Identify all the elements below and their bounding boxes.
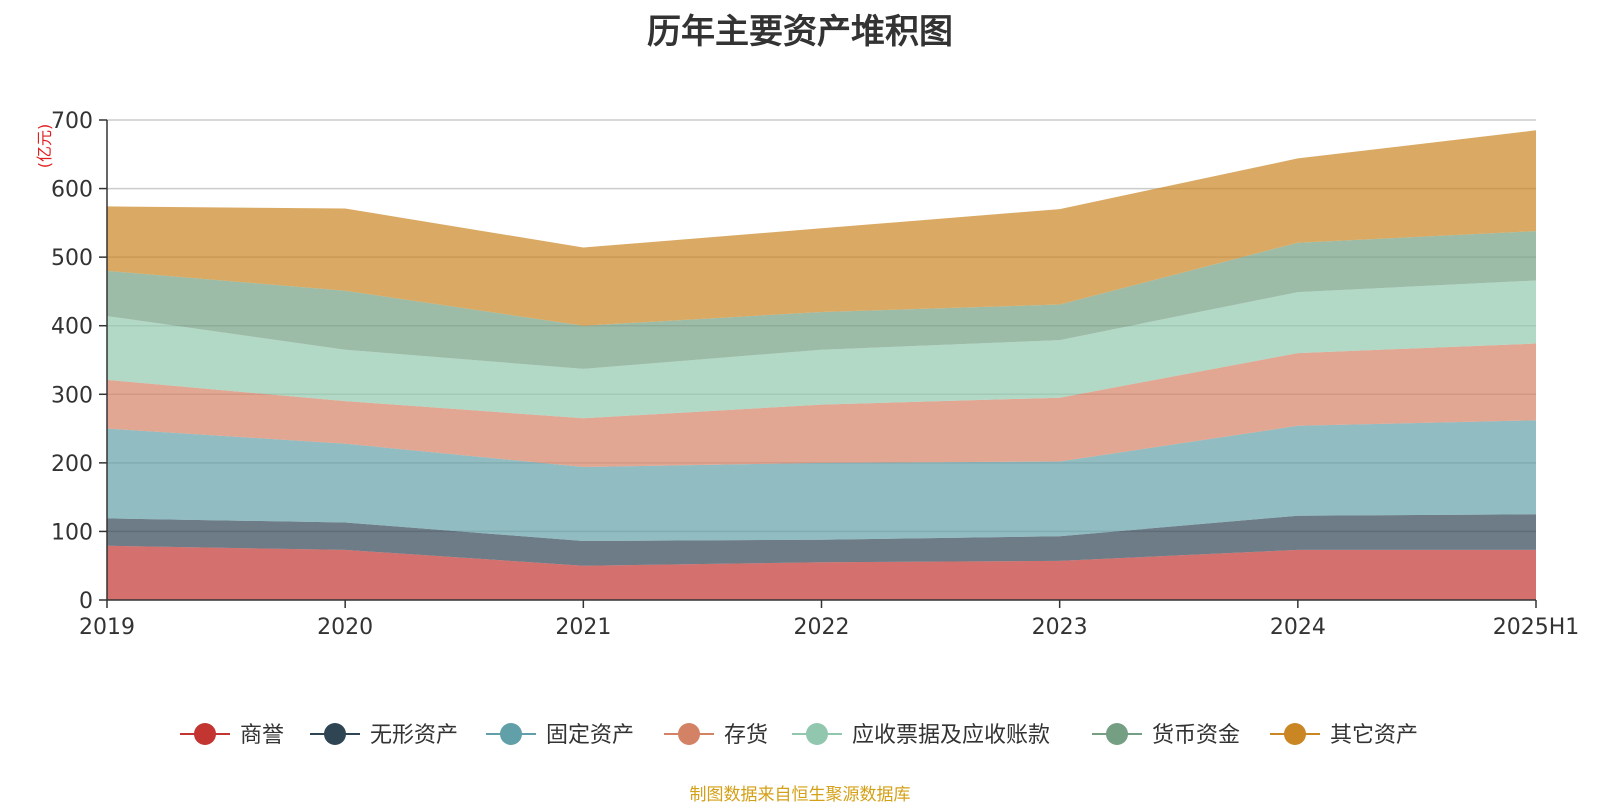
- y-tick-label-700: 700: [51, 109, 93, 134]
- area-series-5: [107, 231, 1536, 369]
- legend-marker-4: [806, 723, 828, 745]
- legend-label-3: 存货: [724, 723, 768, 748]
- x-tick-label-1: 2020: [317, 615, 373, 640]
- legend-label-2: 固定资产: [546, 723, 634, 748]
- legend-marker-1: [324, 723, 346, 745]
- legend-marker-5: [1106, 723, 1128, 745]
- x-tick-label-6: 2025H1: [1493, 615, 1580, 640]
- y-tick-label-0: 0: [79, 589, 93, 614]
- y-tick-label-300: 300: [51, 383, 93, 408]
- y-tick-label-200: 200: [51, 452, 93, 477]
- area-series-0: [107, 545, 1536, 600]
- area-series-3: [107, 343, 1536, 467]
- area-series-4: [107, 280, 1536, 419]
- x-tick-label-5: 2024: [1270, 615, 1326, 640]
- y-axis-label: (亿元): [35, 124, 54, 169]
- legend-label-6: 其它资产: [1330, 723, 1418, 748]
- legend-label-0: 商誉: [240, 723, 284, 748]
- x-tick-label-2: 2021: [555, 615, 611, 640]
- y-tick-label-500: 500: [51, 246, 93, 271]
- source-note: 制图数据来自恒生聚源数据库: [689, 785, 911, 805]
- legend-marker-3: [678, 723, 700, 745]
- legend-label-1: 无形资产: [370, 723, 458, 748]
- legend-label-4: 应收票据及应收账款: [852, 723, 1050, 748]
- legend-marker-0: [194, 723, 216, 745]
- y-tick-label-400: 400: [51, 315, 93, 340]
- legend-marker-6: [1284, 723, 1306, 745]
- x-tick-label-3: 2022: [794, 615, 850, 640]
- y-tick-label-600: 600: [51, 178, 93, 203]
- x-tick-label-0: 2019: [79, 615, 135, 640]
- legend-marker-2: [500, 723, 522, 745]
- area-series-1: [107, 514, 1536, 566]
- chart-title: 历年主要资产堆积图: [647, 12, 953, 52]
- x-tick-label-4: 2023: [1032, 615, 1088, 640]
- y-tick-label-100: 100: [51, 520, 93, 545]
- area-series-2: [107, 420, 1536, 541]
- legend-label-5: 货币资金: [1152, 723, 1240, 748]
- area-series-6: [107, 130, 1536, 326]
